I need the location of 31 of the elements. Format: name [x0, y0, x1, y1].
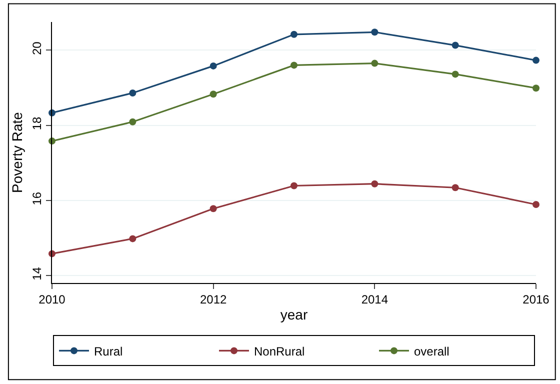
- x-axis-title: year: [280, 306, 308, 323]
- point: [290, 182, 298, 190]
- x-tick-label: 2012: [200, 292, 227, 306]
- y-tick-label: 16: [30, 192, 44, 206]
- point: [290, 30, 298, 38]
- legend-label: Rural: [94, 344, 123, 358]
- y-tick-label: 20: [30, 41, 44, 56]
- point: [532, 201, 540, 208]
- point: [371, 28, 378, 36]
- point: [290, 62, 298, 69]
- point: [210, 205, 217, 212]
- point: [371, 180, 378, 188]
- point: [129, 89, 136, 96]
- point: [452, 42, 459, 49]
- y-axis-title: Poverty Rate: [8, 112, 25, 193]
- point: [452, 184, 459, 192]
- y-tick-label: 14: [30, 266, 44, 280]
- point: [210, 62, 217, 70]
- legend-label: overall: [414, 344, 450, 358]
- point: [129, 235, 136, 242]
- y-tick-label: 18: [30, 116, 44, 130]
- point: [532, 56, 540, 64]
- point: [532, 84, 540, 92]
- point: [210, 90, 217, 98]
- x-tick-label: 2010: [38, 292, 66, 306]
- x-tick-label: 2014: [361, 292, 388, 306]
- point: [129, 118, 136, 126]
- legend-label: NonRural: [254, 344, 305, 358]
- x-tick-label: 2016: [522, 292, 550, 306]
- point: [371, 60, 378, 67]
- point: [452, 70, 459, 78]
